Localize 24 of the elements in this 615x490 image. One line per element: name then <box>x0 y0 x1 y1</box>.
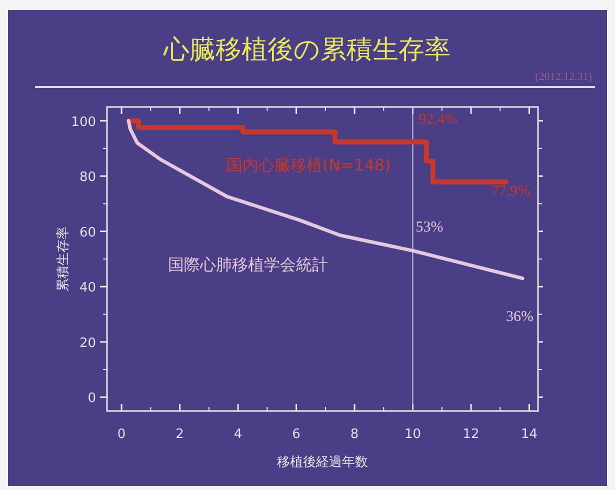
x-tick-label: 14 <box>520 427 538 442</box>
x-axis-title: 移植後経過年数 <box>277 455 368 470</box>
x-tick-label: 2 <box>176 427 184 442</box>
x-tick-label: 6 <box>292 427 300 442</box>
y-axis-title: 累積生存率 <box>55 226 71 292</box>
x-tick-label: 0 <box>117 427 126 442</box>
chart-title: 心臓移植後の累積生存率 <box>162 35 450 65</box>
series-label: 国際心肺移植学会統計 <box>168 255 328 274</box>
y-tick-label: 20 <box>79 336 96 351</box>
y-tick-label: 40 <box>79 280 96 296</box>
x-tick-label: 8 <box>350 427 359 442</box>
annotation: 53% <box>416 219 444 236</box>
text: (2012.12.31) <box>535 71 592 83</box>
y-tick-label: 80 <box>79 170 96 186</box>
annotation: 77.9% <box>491 183 530 200</box>
annotation: 92.4% <box>418 112 458 128</box>
y-tick-label: 60 <box>79 225 96 240</box>
y-tick-label: 0 <box>88 391 96 406</box>
y-tick-label: 100 <box>71 114 96 130</box>
annotation: 36% <box>506 309 534 326</box>
x-tick-label: 10 <box>404 427 422 442</box>
series-label: 国内心臓移植(N=148) <box>226 156 391 175</box>
x-tick-label: 12 <box>462 427 480 442</box>
x-tick-label: 4 <box>234 427 242 442</box>
